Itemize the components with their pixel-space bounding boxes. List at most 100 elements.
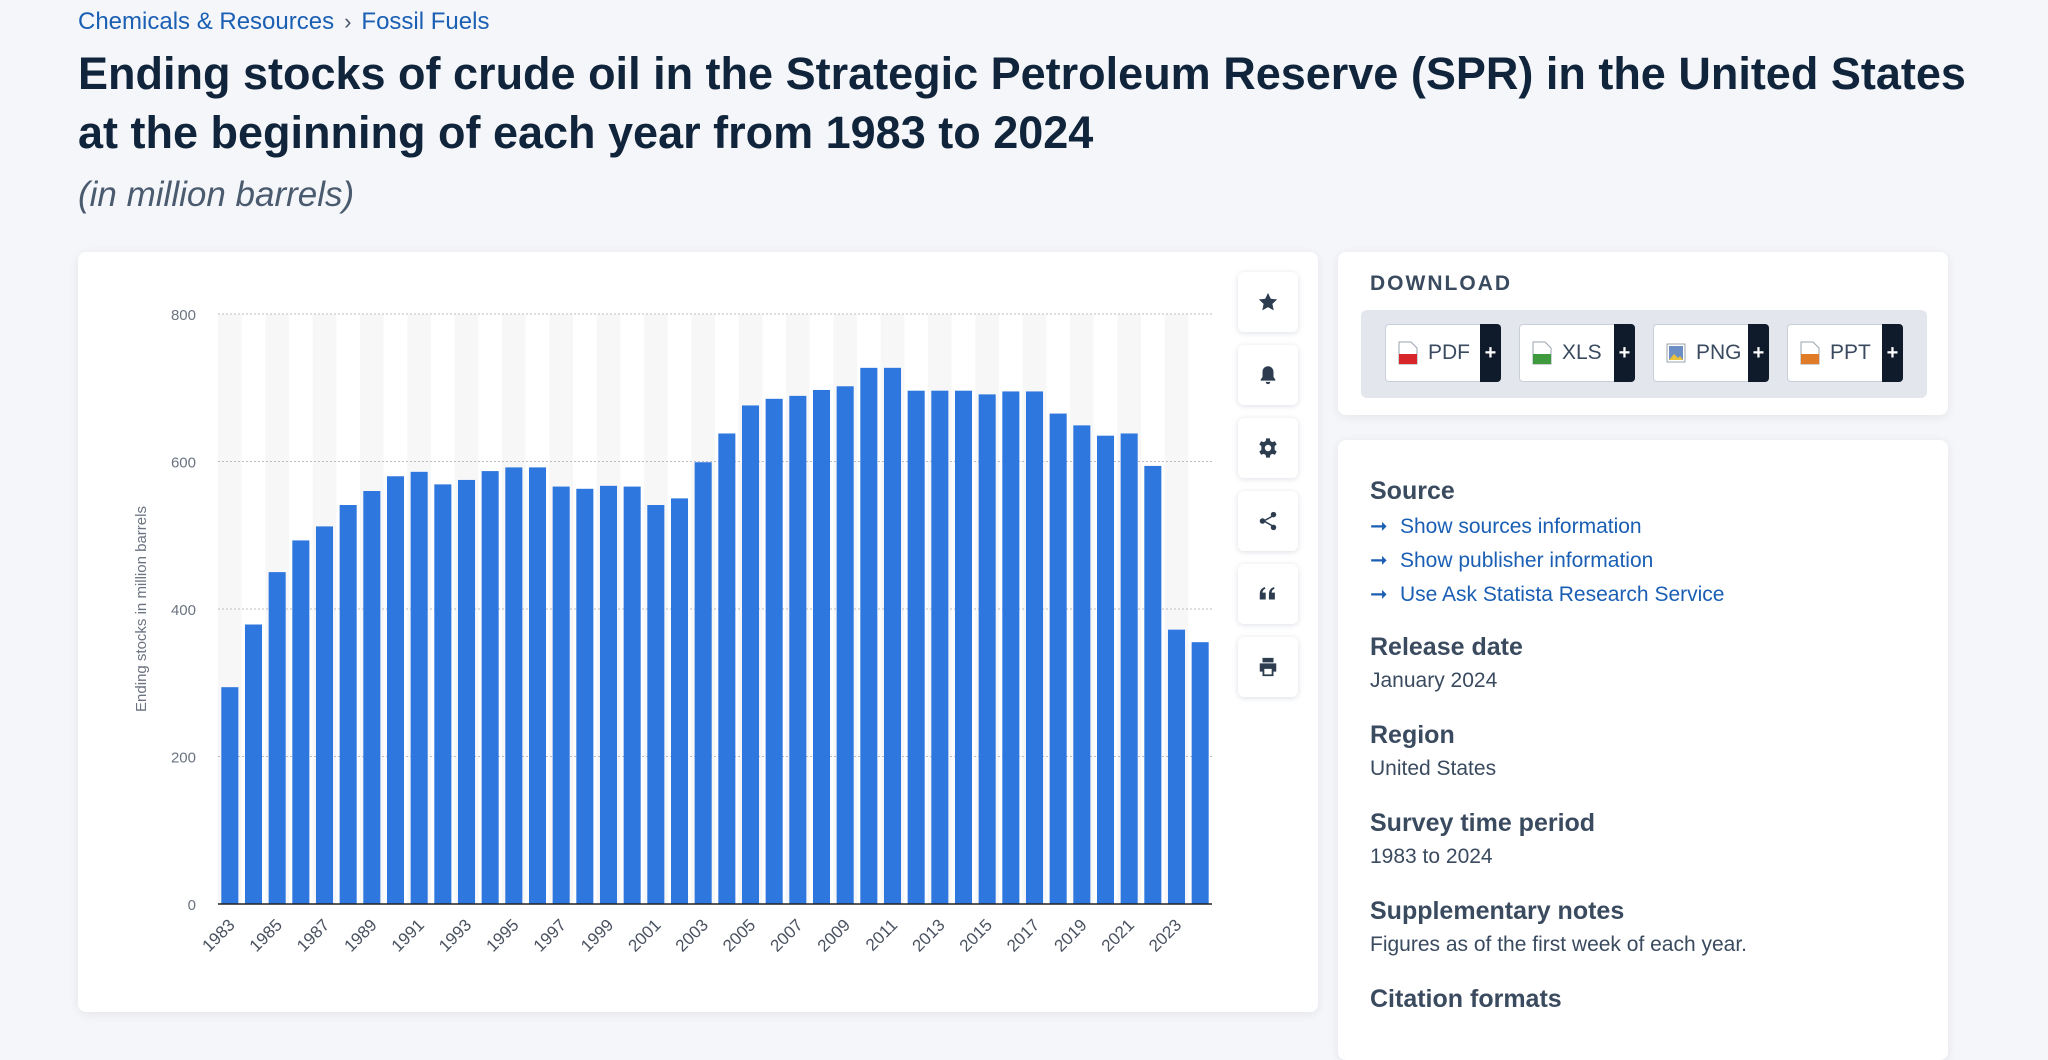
show-publisher-link[interactable]: ➞ Show publisher information — [1370, 544, 1930, 578]
bar-2003 — [694, 462, 712, 904]
survey-period-value: 1983 to 2024 — [1370, 845, 1493, 868]
bar-2011 — [883, 367, 902, 904]
bar-2006 — [765, 398, 783, 904]
bar-1990 — [386, 476, 405, 904]
x-tick-label: 2019 — [1050, 915, 1090, 955]
bar-2004 — [718, 433, 736, 904]
page-subtitle: (in million barrels) — [78, 175, 355, 214]
bar-1999 — [599, 485, 618, 904]
print-button[interactable] — [1238, 637, 1298, 697]
download-xls-label: XLS — [1562, 341, 1602, 364]
bar-2012 — [907, 390, 925, 904]
settings-button[interactable] — [1238, 418, 1298, 478]
arrow-right-icon: ➞ — [1370, 549, 1388, 572]
bar-1998 — [576, 488, 594, 904]
y-tick-label: 200 — [171, 750, 196, 767]
bar-1984 — [244, 624, 263, 904]
y-tick-label: 400 — [171, 602, 196, 619]
download-png-plus[interactable]: + — [1748, 324, 1769, 382]
download-ppt-button[interactable]: PPT + — [1787, 324, 1903, 382]
download-pdf-button[interactable]: PDF + — [1385, 324, 1501, 382]
bar-2018 — [1049, 413, 1067, 904]
research-service-label: Use Ask Statista Research Service — [1400, 583, 1725, 606]
page-title: Ending stocks of crude oil in the Strate… — [78, 48, 1966, 158]
x-tick-label: 2001 — [624, 915, 664, 955]
breadcrumb-link-fossil-fuels[interactable]: Fossil Fuels — [361, 8, 490, 35]
bar-2000 — [623, 486, 641, 904]
ppt-file-icon — [1800, 341, 1820, 365]
chart-card: 0 200 400 600 800 1983 1985 1987 1989 1991 1993 199… — [78, 252, 1318, 1012]
bar-1994 — [481, 471, 499, 904]
bar-2009 — [836, 386, 854, 904]
favorite-button[interactable] — [1238, 272, 1298, 332]
bar-2007 — [789, 395, 807, 904]
x-tick-label: 1989 — [340, 915, 380, 955]
x-tick-label: 1999 — [577, 915, 617, 955]
pdf-file-icon — [1398, 341, 1418, 365]
y-tick-label: 600 — [171, 455, 196, 472]
bar-1993 — [457, 479, 476, 904]
x-tick-label: 2013 — [908, 915, 948, 955]
bar-1992 — [434, 484, 452, 904]
x-tick-label: 2011 — [862, 915, 901, 954]
x-tick-label: 1993 — [435, 915, 475, 955]
show-publisher-label: Show publisher information — [1400, 549, 1654, 572]
star-icon — [1258, 292, 1278, 311]
bar-1991 — [410, 471, 428, 904]
bar-2022 — [1144, 465, 1162, 904]
print-icon — [1259, 657, 1277, 677]
citation-heading: Citation formats — [1370, 985, 1562, 1013]
bar-2001 — [647, 505, 665, 904]
gear-icon — [1259, 438, 1277, 458]
show-sources-link[interactable]: ➞ Show sources information — [1370, 510, 1930, 544]
bar-2010 — [860, 367, 878, 904]
bar-2005 — [741, 405, 760, 904]
x-tick-label: 2021 — [1098, 915, 1138, 955]
research-service-link[interactable]: ➞ Use Ask Statista Research Service — [1370, 578, 1930, 612]
breadcrumb: Chemicals & Resources › Fossil Fuels — [78, 8, 489, 36]
download-png-button[interactable]: PNG + — [1653, 324, 1769, 382]
download-bar: PDF + XLS + PNG + PPT + — [1361, 310, 1927, 398]
png-file-icon — [1666, 343, 1686, 363]
download-xls-button[interactable]: XLS + — [1519, 324, 1635, 382]
bar-2002 — [670, 498, 689, 904]
bar-2016 — [1002, 391, 1020, 904]
citation-button[interactable] — [1238, 564, 1298, 624]
bar-1996 — [528, 467, 547, 904]
breadcrumb-link-chemicals[interactable]: Chemicals & Resources — [78, 8, 335, 35]
download-pdf-plus[interactable]: + — [1480, 324, 1501, 382]
bar-2021 — [1120, 433, 1138, 904]
notification-button[interactable] — [1238, 345, 1298, 405]
x-tick-label: 2023 — [1145, 915, 1185, 955]
y-tick-label: 0 — [188, 897, 196, 914]
survey-period-heading: Survey time period — [1370, 809, 1596, 837]
share-icon — [1259, 511, 1277, 531]
bar-2023 — [1167, 629, 1186, 904]
arrow-right-icon: ➞ — [1370, 583, 1388, 606]
show-sources-label: Show sources information — [1400, 515, 1642, 538]
bell-icon — [1260, 366, 1276, 385]
info-card: Source ➞ Show sources information ➞ Show… — [1338, 440, 1948, 1060]
bar-1985 — [268, 572, 286, 904]
bar-2013 — [931, 390, 949, 904]
bar-2020 — [1096, 435, 1115, 904]
source-heading: Source — [1370, 477, 1455, 505]
download-ppt-plus[interactable]: + — [1882, 324, 1903, 382]
bar-1997 — [552, 486, 570, 904]
xls-file-icon — [1532, 341, 1552, 365]
breadcrumb-separator: › — [344, 9, 352, 34]
x-tick-label: 1985 — [246, 915, 286, 955]
bar-2015 — [978, 394, 996, 904]
download-xls-plus[interactable]: + — [1614, 324, 1635, 382]
y-tick-label: 800 — [171, 307, 196, 324]
share-button[interactable] — [1238, 491, 1298, 551]
notes-value: Figures as of the first week of each yea… — [1370, 933, 1748, 956]
download-png-label: PNG — [1696, 341, 1742, 364]
download-title: DOWNLOAD — [1370, 272, 1512, 295]
bar-2019 — [1073, 425, 1091, 904]
info-panel: Source ➞ Show sources information ➞ Show… — [1370, 474, 1930, 1016]
bar-2014 — [954, 390, 973, 904]
bar-2008 — [812, 389, 831, 904]
bar-1989 — [363, 491, 381, 904]
